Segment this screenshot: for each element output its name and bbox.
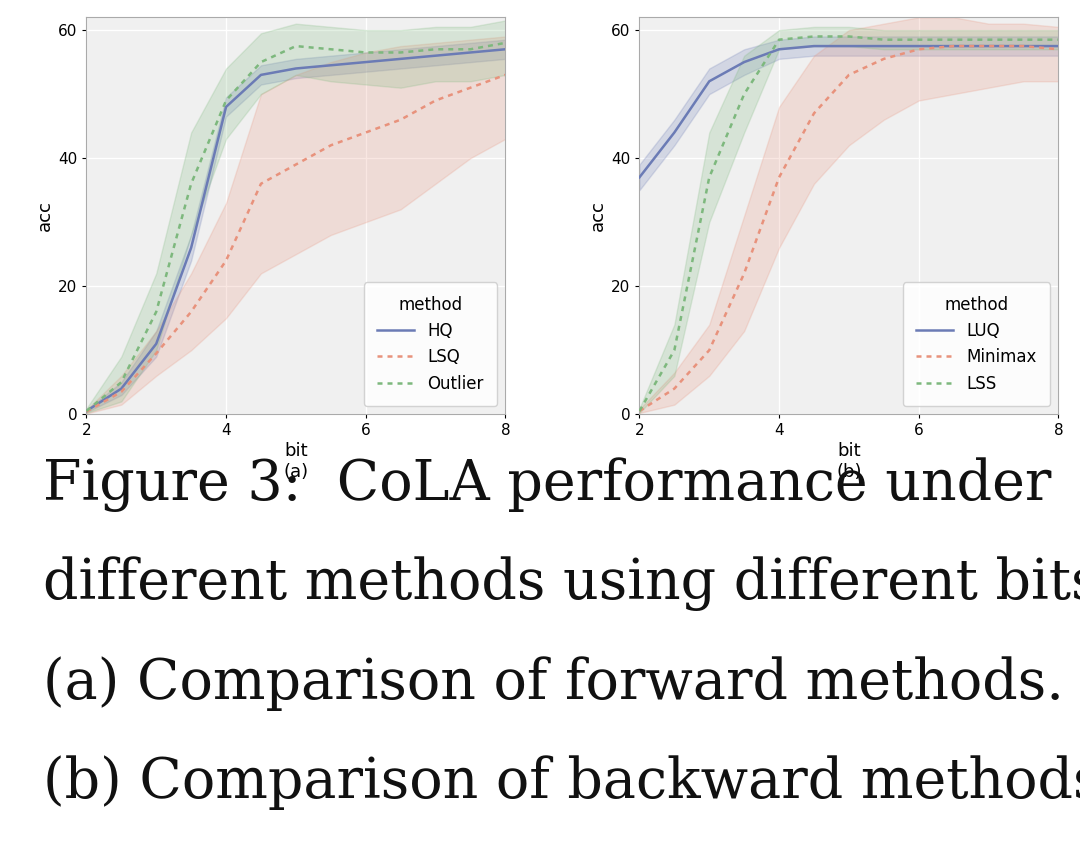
Line: LUQ: LUQ <box>639 46 1058 177</box>
Minimax <box>738 268 751 279</box>
Text: (a) Comparison of forward methods.: (a) Comparison of forward methods. <box>43 656 1064 710</box>
HQ <box>80 406 93 416</box>
Outlier <box>185 179 198 189</box>
Outlier <box>150 306 163 317</box>
LSS <box>877 35 890 45</box>
LSQ <box>185 306 198 317</box>
HQ <box>499 44 512 54</box>
X-axis label: bit
(b): bit (b) <box>836 443 862 482</box>
LUQ <box>667 128 680 138</box>
LUQ <box>808 41 821 51</box>
HQ <box>114 383 127 394</box>
Outlier <box>114 377 127 387</box>
Outlier <box>324 44 337 54</box>
LSS <box>1052 35 1065 45</box>
LSS <box>947 35 960 45</box>
LSS <box>913 35 926 45</box>
LSS <box>772 35 785 45</box>
Text: (b) Comparison of backward methods.: (b) Comparison of backward methods. <box>43 755 1080 809</box>
LSS <box>633 406 646 416</box>
Text: Figure 3:  CoLA performance under: Figure 3: CoLA performance under <box>43 457 1052 512</box>
LUQ <box>877 41 890 51</box>
Minimax <box>947 41 960 51</box>
Minimax <box>877 54 890 64</box>
HQ <box>324 60 337 71</box>
Y-axis label: acc: acc <box>589 200 607 231</box>
Minimax <box>982 41 995 51</box>
Minimax <box>842 70 855 80</box>
Line: HQ: HQ <box>86 49 505 411</box>
Outlier <box>499 38 512 48</box>
Text: different methods using different bits.: different methods using different bits. <box>43 557 1080 611</box>
Outlier <box>80 406 93 416</box>
Line: LSQ: LSQ <box>86 75 505 412</box>
HQ <box>429 51 442 61</box>
Minimax <box>913 44 926 54</box>
LSS <box>982 35 995 45</box>
LSQ <box>499 70 512 80</box>
LUQ <box>982 41 995 51</box>
LSQ <box>324 140 337 150</box>
LSQ <box>80 406 93 417</box>
Minimax <box>808 108 821 118</box>
Outlier <box>360 47 373 58</box>
LSQ <box>114 387 127 397</box>
Line: Outlier: Outlier <box>86 43 505 411</box>
LSQ <box>429 95 442 105</box>
LSQ <box>255 179 268 189</box>
HQ <box>289 63 302 73</box>
Outlier <box>464 44 477 54</box>
LSQ <box>394 115 407 125</box>
LUQ <box>1052 41 1065 51</box>
LUQ <box>947 41 960 51</box>
LUQ <box>842 41 855 51</box>
Outlier <box>429 44 442 54</box>
LUQ <box>1017 41 1030 51</box>
HQ <box>464 47 477 58</box>
LUQ <box>633 172 646 182</box>
LSS <box>842 31 855 41</box>
LSS <box>738 89 751 99</box>
HQ <box>150 338 163 349</box>
LSQ <box>360 128 373 138</box>
Outlier <box>219 95 232 105</box>
Y-axis label: acc: acc <box>36 200 54 231</box>
Line: LSS: LSS <box>639 36 1058 411</box>
HQ <box>394 54 407 64</box>
LSS <box>667 345 680 356</box>
LUQ <box>738 57 751 67</box>
HQ <box>255 70 268 80</box>
Outlier <box>255 57 268 67</box>
Line: Minimax: Minimax <box>639 46 1058 411</box>
Minimax <box>1017 41 1030 51</box>
LSS <box>703 172 716 182</box>
X-axis label: bit
(a): bit (a) <box>283 443 309 482</box>
HQ <box>360 57 373 67</box>
LSS <box>1017 35 1030 45</box>
Minimax <box>1052 44 1065 54</box>
Outlier <box>289 41 302 51</box>
Minimax <box>633 406 646 416</box>
LSQ <box>150 349 163 359</box>
HQ <box>185 243 198 253</box>
LUQ <box>772 44 785 54</box>
LSQ <box>464 83 477 93</box>
Minimax <box>703 345 716 356</box>
LSQ <box>289 160 302 170</box>
Minimax <box>667 383 680 394</box>
HQ <box>219 102 232 112</box>
Legend: LUQ, Minimax, LSS: LUQ, Minimax, LSS <box>903 282 1050 406</box>
LSQ <box>219 255 232 266</box>
LUQ <box>913 41 926 51</box>
Minimax <box>772 172 785 182</box>
LSS <box>808 31 821 41</box>
LUQ <box>703 76 716 86</box>
Legend: HQ, LSQ, Outlier: HQ, LSQ, Outlier <box>364 282 497 406</box>
Outlier <box>394 47 407 58</box>
